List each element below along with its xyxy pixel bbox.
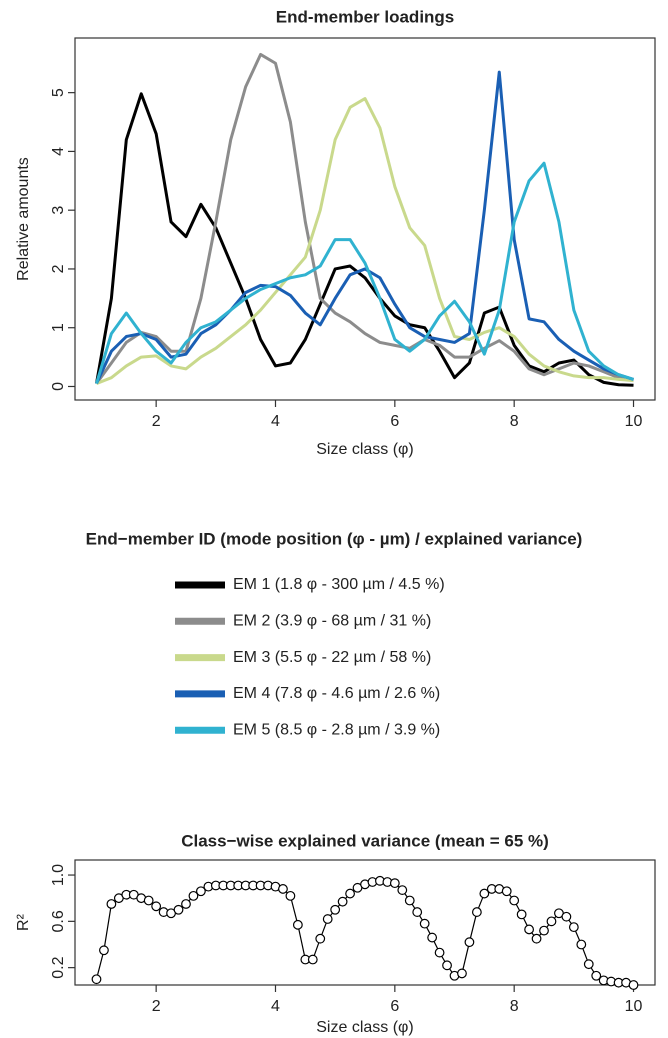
data-point bbox=[427, 932, 438, 943]
x-axis-label: Size class (φ) bbox=[316, 441, 414, 458]
data-point bbox=[568, 922, 579, 933]
y-tick-label: 2 bbox=[50, 264, 67, 273]
data-point bbox=[188, 890, 199, 901]
data-line bbox=[95, 92, 634, 387]
x-tick-label: 2 bbox=[152, 998, 161, 1015]
data-line bbox=[95, 880, 634, 986]
legend-label: EM 4 (7.8 φ - 4.6 µm / 2.6 %) bbox=[233, 685, 440, 702]
data-point bbox=[539, 925, 549, 936]
data-point bbox=[509, 895, 520, 906]
data-line bbox=[95, 52, 634, 385]
x-tick-label: 6 bbox=[390, 998, 399, 1015]
data-point bbox=[524, 924, 534, 935]
data-point bbox=[591, 970, 602, 981]
y-tick-label: 0.6 bbox=[50, 910, 67, 932]
data-point bbox=[91, 974, 102, 985]
x-tick-label: 4 bbox=[271, 998, 280, 1015]
data-line bbox=[95, 161, 634, 384]
data-point bbox=[404, 895, 415, 906]
data-point bbox=[337, 896, 348, 907]
data-point bbox=[531, 933, 542, 944]
data-point bbox=[292, 919, 303, 930]
plot-frame bbox=[74, 859, 656, 986]
data-point bbox=[442, 960, 452, 971]
x-tick-label: 2 bbox=[152, 413, 161, 430]
data-point bbox=[181, 899, 191, 909]
data-point bbox=[106, 899, 117, 909]
data-point bbox=[389, 878, 400, 889]
data-point bbox=[628, 980, 639, 990]
legend-label: EM 2 (3.9 φ - 68 µm / 31 %) bbox=[233, 613, 431, 630]
y-tick-label: 4 bbox=[50, 147, 67, 156]
data-point bbox=[99, 945, 109, 956]
data-point bbox=[330, 904, 341, 915]
data-point bbox=[307, 954, 318, 965]
data-point bbox=[583, 959, 594, 970]
x-tick-label: 10 bbox=[625, 413, 643, 430]
y-axis-label: Relative amounts bbox=[15, 157, 32, 281]
x-tick-label: 8 bbox=[510, 413, 519, 430]
y-tick-label: 5 bbox=[50, 88, 67, 97]
data-point bbox=[322, 914, 333, 924]
data-point bbox=[434, 947, 445, 958]
data-point bbox=[345, 888, 355, 899]
data-point bbox=[143, 895, 154, 906]
data-point bbox=[479, 888, 490, 899]
data-point bbox=[471, 907, 482, 917]
data-point bbox=[419, 918, 430, 929]
legend-label: EM 5 (8.5 φ - 2.8 µm / 3.9 %) bbox=[233, 721, 440, 738]
x-axis-label: Size class (φ) bbox=[316, 1019, 414, 1036]
y-tick-label: 1 bbox=[50, 323, 67, 332]
data-line bbox=[95, 70, 634, 385]
data-point bbox=[196, 886, 206, 897]
data-point bbox=[464, 937, 475, 948]
data-point bbox=[561, 911, 572, 922]
plot-frame bbox=[74, 37, 656, 401]
data-point bbox=[576, 939, 587, 950]
data-point bbox=[173, 904, 184, 915]
data-point bbox=[501, 886, 512, 897]
data-point bbox=[516, 909, 527, 920]
data-point bbox=[546, 916, 557, 927]
data-point bbox=[412, 907, 423, 917]
x-tick-label: 6 bbox=[390, 413, 399, 430]
legend-label: EM 3 (5.5 φ - 22 µm / 58 %) bbox=[233, 649, 431, 666]
data-point bbox=[151, 901, 162, 912]
y-tick-label: 0 bbox=[50, 382, 67, 391]
data-point bbox=[278, 884, 288, 894]
data-point bbox=[315, 933, 326, 944]
chart-title: End-member loadings bbox=[276, 7, 455, 26]
data-point bbox=[285, 890, 296, 901]
legend-label: EM 1 (1.8 φ - 300 µm / 4.5 %) bbox=[233, 576, 445, 593]
data-point bbox=[457, 968, 467, 979]
data-line bbox=[95, 97, 634, 385]
chart-title: Class−wise explained variance (mean = 65… bbox=[181, 831, 549, 850]
x-tick-label: 10 bbox=[625, 998, 643, 1015]
data-point bbox=[397, 885, 408, 895]
x-tick-label: 4 bbox=[271, 413, 280, 430]
y-tick-label: 0.2 bbox=[50, 956, 67, 978]
x-tick-label: 8 bbox=[510, 998, 519, 1015]
y-axis-label: R² bbox=[15, 913, 32, 931]
y-tick-label: 1.0 bbox=[50, 864, 67, 886]
legend-title: End−member ID (mode position (φ - µm) / … bbox=[86, 529, 583, 548]
y-tick-label: 3 bbox=[50, 206, 67, 215]
